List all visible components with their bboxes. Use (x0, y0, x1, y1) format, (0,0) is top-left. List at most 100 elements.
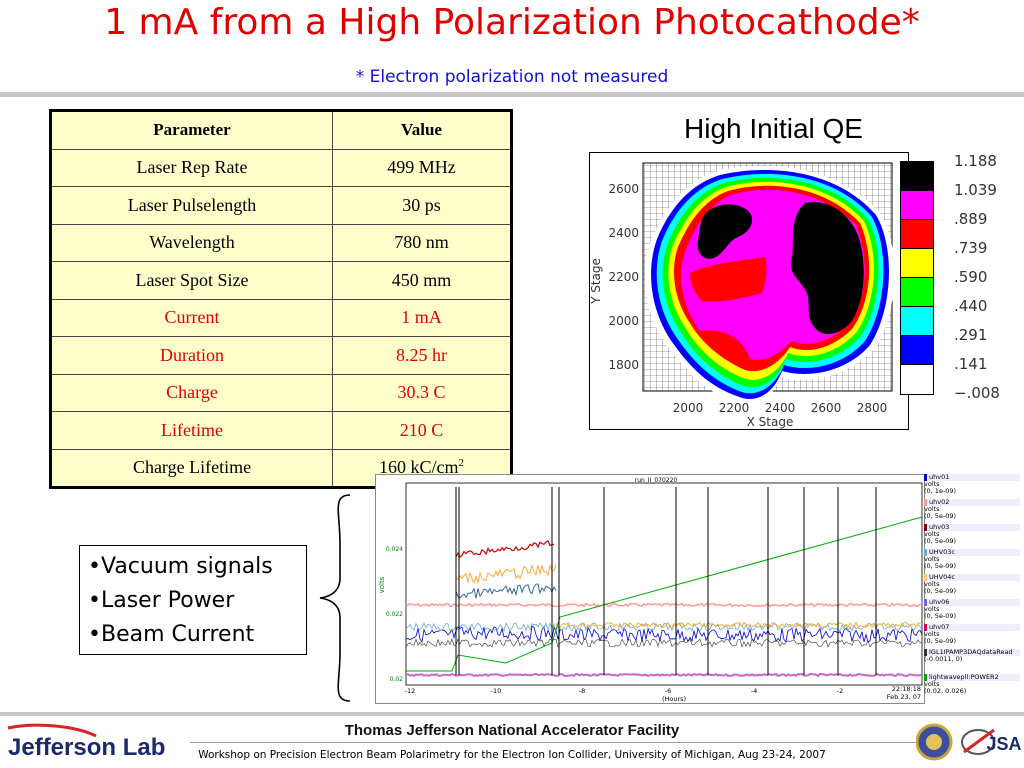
channel-name: UHV03c (924, 549, 1020, 556)
qe-ylabel: Y Stage (590, 258, 603, 305)
partner-logos: JSA (916, 723, 1022, 761)
strip-chart-ylabel: volts (378, 576, 386, 593)
cell-value: 8.25 hr (332, 336, 512, 375)
channel-name: UHV04c (924, 574, 1020, 581)
table-row: Current 1 mA (50, 298, 512, 337)
qe-ytick-label: 2600 (608, 182, 639, 196)
cell-parameter: Laser Spot Size (50, 261, 333, 300)
table-row: Duration 8.25 hr (50, 336, 512, 375)
legend-label: .141 (954, 355, 988, 373)
qe-map-title: High Initial QE (684, 113, 863, 144)
table-row: Laser Rep Rate 499 MHz (50, 148, 512, 187)
legend-swatch (900, 306, 934, 337)
qe-contour-black-2 (697, 204, 753, 259)
qe-ytick-label: 2200 (608, 270, 639, 284)
cell-value-text: 780 nm (394, 232, 449, 253)
channel-range: (0, 5e-09) (924, 512, 957, 520)
legend-label: .739 (954, 239, 988, 257)
channel-units: volts (924, 680, 940, 688)
strip-trace (406, 516, 923, 672)
strip-trace (455, 540, 555, 558)
channel-range: (0.02, 0.026) (924, 687, 967, 695)
table-row: Lifetime 210 C (50, 411, 512, 450)
channel-name: lightwavepll:POWER2 (924, 674, 1020, 681)
cell-value: 450 mm (332, 261, 512, 300)
jefferson-lab-text: Jefferson Lab (8, 734, 166, 761)
channel-entry: uhv06 volts (0, 5e-09) (924, 599, 1020, 624)
channel-range: (0, 5e-09) (924, 537, 957, 545)
channel-units: volts (924, 630, 940, 638)
cell-value-text: 1 mA (401, 307, 442, 328)
channel-units: volts (924, 530, 940, 538)
strip-chart-time: 22:18:18 (892, 685, 921, 693)
qe-xlabel: X Stage (747, 415, 794, 429)
cell-value-superscript: 2 (458, 457, 465, 470)
footer-workshop: Workshop on Precision Electron Beam Pola… (198, 749, 826, 761)
strip-trace (405, 637, 923, 648)
bullet-beam: •Beam Current (88, 622, 255, 647)
legend-label: .590 (954, 268, 988, 286)
footer-org: Thomas Jefferson National Accelerator Fa… (344, 722, 680, 739)
channel-range: (0, 5e-09) (924, 562, 957, 570)
slide-title: 1 mA from a High Polarization Photocatho… (0, 2, 1024, 43)
cell-value-text: 210 C (399, 419, 444, 440)
strip-chart-markers (455, 487, 877, 675)
channel-range: (-0.0011, 0) (924, 655, 963, 663)
cell-value: 1 mA (332, 298, 512, 337)
header-parameter: Parameter (50, 110, 333, 150)
table-row: Laser Pulselength 30 ps (50, 186, 512, 225)
channel-range: (0, 1e-09) (924, 487, 957, 495)
channel-entry: UHV03c volts (0, 5e-09) (924, 549, 1020, 574)
strip-trace (405, 621, 923, 633)
strip-ytick-label: 0.022 (386, 611, 403, 618)
strip-chart-date: Feb 23, 07 (887, 693, 921, 701)
cell-value: 499 MHz (332, 148, 512, 187)
table-row: Wavelength 780 nm (50, 223, 512, 262)
strip-chart-xlabel: (Hours) (662, 695, 686, 703)
jsa-text: JSA (986, 734, 1021, 754)
jefferson-lab-logo (7, 723, 97, 738)
channel-name: uhv03 (924, 524, 1020, 531)
bullet-vacuum: •Vacuum signals (88, 554, 273, 579)
bullet-laser: •Laser Power (88, 588, 235, 613)
channel-entry: uhv07 volts (0, 5e-09) (924, 624, 1020, 649)
cell-parameter: Duration (50, 336, 333, 375)
qe-ytick-label: 2000 (608, 314, 639, 328)
strip-trace (405, 625, 923, 643)
legend-swatch (900, 190, 934, 221)
title-asterisk: * (901, 2, 920, 43)
channel-units: volts (924, 605, 940, 613)
legend-label: .889 (954, 210, 988, 228)
channel-entry: uhv01 volts (0, 1e-09) (924, 474, 1020, 499)
strip-chart-title: run_II_070220 (635, 477, 678, 484)
channel-name: uhv02 (924, 499, 1020, 506)
legend-swatch (900, 277, 934, 308)
qe-map-frame: 2600 2400 2200 2000 1800 2000 2200 2400 2600 280… (589, 152, 909, 430)
strip-trace (455, 563, 557, 585)
qe-ytick-label: 1800 (608, 358, 639, 372)
cell-parameter: Charge (50, 373, 333, 412)
cell-value-text: 30.3 C (397, 382, 446, 403)
cell-value-text: 499 MHz (387, 157, 456, 178)
brace (319, 494, 351, 702)
channel-entry: UHV04c volts (0, 5e-09) (924, 574, 1020, 599)
qe-ytick-label: 2400 (608, 226, 639, 240)
strip-chart-traces (405, 516, 923, 678)
header-value: Value (332, 110, 512, 150)
cell-parameter: Lifetime (50, 411, 333, 450)
channel-units: volts (924, 480, 940, 488)
strip-xtick-label: -8 (579, 687, 585, 695)
cell-parameter: Laser Pulselength (50, 186, 333, 225)
legend-label: .291 (954, 326, 988, 344)
legend-label: 1.188 (954, 152, 997, 170)
strip-xtick-label: -4 (751, 687, 757, 695)
channel-entry: IGL1IPAMP3DAQdataRead (-0.0011, 0) (924, 649, 1020, 674)
channel-name: uhv06 (924, 599, 1020, 606)
bullet-box: •Vacuum signals •Laser Power •Beam Curre… (79, 545, 307, 655)
strip-chart-legend: uhv01 volts (0, 1e-09) uhv02 volts (0, 5e-09)… (924, 474, 1020, 702)
channel-entry: uhv02 volts (0, 5e-09) (924, 499, 1020, 524)
strip-ytick-label: 0.024 (386, 546, 403, 553)
footer-rule-thin (190, 742, 950, 743)
legend-swatch (900, 161, 934, 192)
channel-name: IGL1IPAMP3DAQdataRead (924, 649, 1020, 656)
